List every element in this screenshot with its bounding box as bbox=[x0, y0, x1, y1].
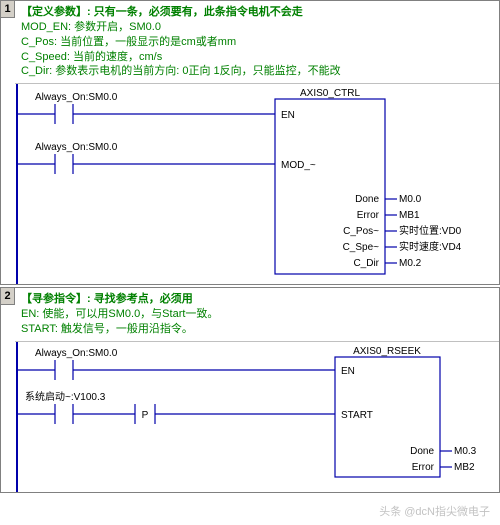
pin-conn: M0.2 bbox=[399, 258, 422, 269]
comment-line: C_Pos: 当前位置，一般显示的是cm或者mm bbox=[21, 35, 493, 50]
contact-label: Always_On:SM0.0 bbox=[35, 92, 118, 103]
pin-label: Error bbox=[357, 210, 380, 221]
comment-line: START: 触发信号，一般用沿指令。 bbox=[21, 322, 493, 337]
block-title: AXIS0_RSEEK bbox=[353, 346, 421, 357]
comment-title: 【定义参数】: 只有一条，必须要有，此条指令电机不会走 bbox=[21, 5, 493, 20]
comment-title: 【寻参指令】: 寻找参考点，必须用 bbox=[21, 292, 493, 307]
comment-line: EN: 使能，可以用SM0.0，与Start一致。 bbox=[21, 307, 493, 322]
watermark: 头条 @dcN指尖微电子 bbox=[379, 503, 490, 519]
block-title: AXIS0_CTRL bbox=[300, 88, 360, 99]
pin-label: Done bbox=[355, 194, 379, 205]
pin-conn: 实时速度:VD4 bbox=[399, 240, 462, 253]
pin-conn: 实时位置:VD0 bbox=[399, 224, 462, 237]
rung-number: 2 bbox=[1, 288, 15, 305]
comment-line: MOD_EN: 参数开启，SM0.0 bbox=[21, 20, 493, 35]
pin-label: C_Dir bbox=[353, 258, 379, 269]
ladder-diagram: Always_On:SM0.0 P 系统启动~:V100.3 AXIS0_RSE… bbox=[15, 342, 499, 492]
contact-label: Always_On:SM0.0 bbox=[35, 142, 118, 153]
pin-label: EN bbox=[281, 110, 295, 121]
network-1: 1 【定义参数】: 只有一条，必须要有，此条指令电机不会走 MOD_EN: 参数… bbox=[0, 0, 500, 285]
contact-label: Always_On:SM0.0 bbox=[35, 348, 118, 359]
pin-conn: MB2 bbox=[454, 462, 475, 473]
contact-label: 系统启动~:V100.3 bbox=[25, 390, 106, 403]
pin-label: EN bbox=[341, 366, 355, 377]
comment-line: C_Dir: 参数表示电机的当前方向: 0正向 1反向，只能监控，不能改 bbox=[21, 64, 493, 79]
comment-line: C_Speed: 当前的速度，cm/s bbox=[21, 50, 493, 65]
pin-label: START bbox=[341, 410, 373, 421]
rung-number: 1 bbox=[1, 1, 15, 18]
pin-label: Error bbox=[412, 462, 435, 473]
pin-label: MOD_~ bbox=[281, 160, 316, 171]
pin-conn: M0.3 bbox=[454, 446, 477, 457]
network-2: 2 【寻参指令】: 寻找参考点，必须用 EN: 使能，可以用SM0.0，与Sta… bbox=[0, 287, 500, 493]
network-comment: 【定义参数】: 只有一条，必须要有，此条指令电机不会走 MOD_EN: 参数开启… bbox=[15, 1, 499, 84]
pin-label: Done bbox=[410, 446, 434, 457]
pin-conn: M0.0 bbox=[399, 194, 422, 205]
network-comment: 【寻参指令】: 寻找参考点，必须用 EN: 使能，可以用SM0.0，与Start… bbox=[15, 288, 499, 342]
edge-label: P bbox=[142, 410, 149, 421]
pin-label: C_Spe~ bbox=[343, 242, 380, 253]
ladder-diagram: Always_On:SM0.0 Always_On:SM0.0 AXIS0_CT… bbox=[15, 84, 499, 284]
pin-conn: MB1 bbox=[399, 210, 420, 221]
pin-label: C_Pos~ bbox=[343, 226, 379, 237]
